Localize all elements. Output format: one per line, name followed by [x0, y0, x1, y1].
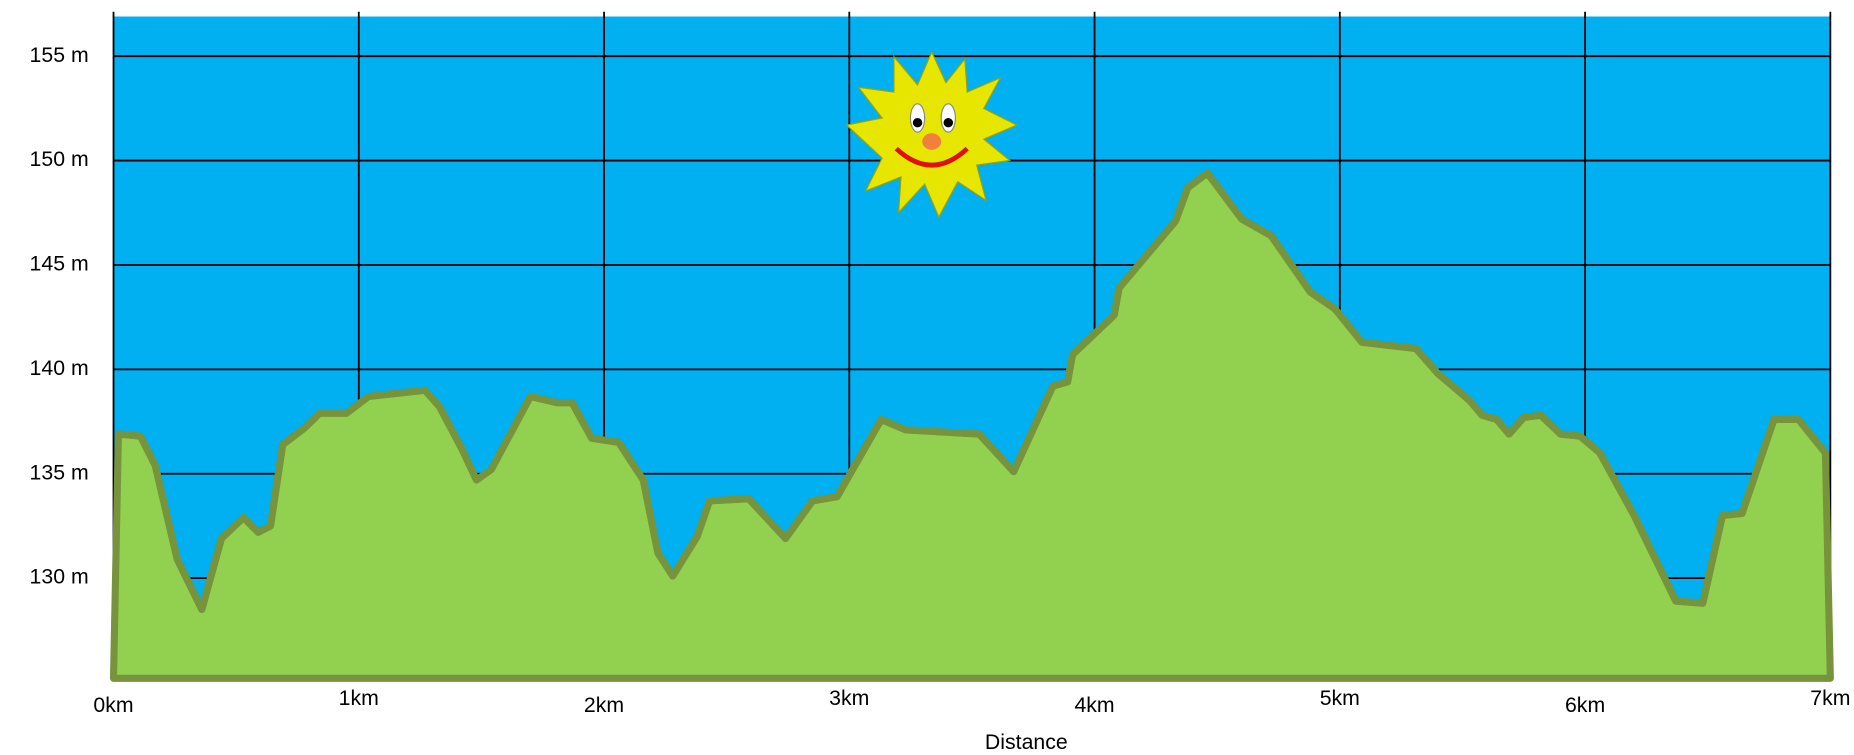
chart: 130 m 135 m 140 m 145 m 150 m 155 m 0km 1km 2km 3… — [0, 0, 1854, 755]
x-tick-label: 6km — [1565, 693, 1605, 717]
x-tick-label: 4km — [1074, 693, 1114, 717]
x-tick-label: 1km — [339, 686, 379, 710]
y-tick-label: 150 m — [30, 147, 89, 171]
y-tick-label: 140 m — [30, 356, 89, 380]
x-tick-label: 3km — [829, 686, 869, 710]
x-tick-label: 5km — [1320, 686, 1360, 710]
y-tick-label: 155 m — [30, 43, 89, 67]
x-axis-label: Distance — [985, 730, 1068, 754]
y-tick-label: 130 m — [30, 565, 89, 589]
x-tick-label: 2km — [584, 693, 624, 717]
y-tick-label: 145 m — [30, 252, 89, 276]
sun-pupil — [913, 118, 922, 127]
x-tick-label: 0km — [93, 693, 133, 717]
page: {"chart_data": { "type": "area", "x_labe… — [0, 0, 1854, 755]
sun-nose — [922, 133, 941, 150]
sun-pupil — [944, 118, 953, 127]
y-tick-label: 135 m — [30, 460, 89, 484]
x-tick-label: 7km — [1810, 686, 1850, 710]
